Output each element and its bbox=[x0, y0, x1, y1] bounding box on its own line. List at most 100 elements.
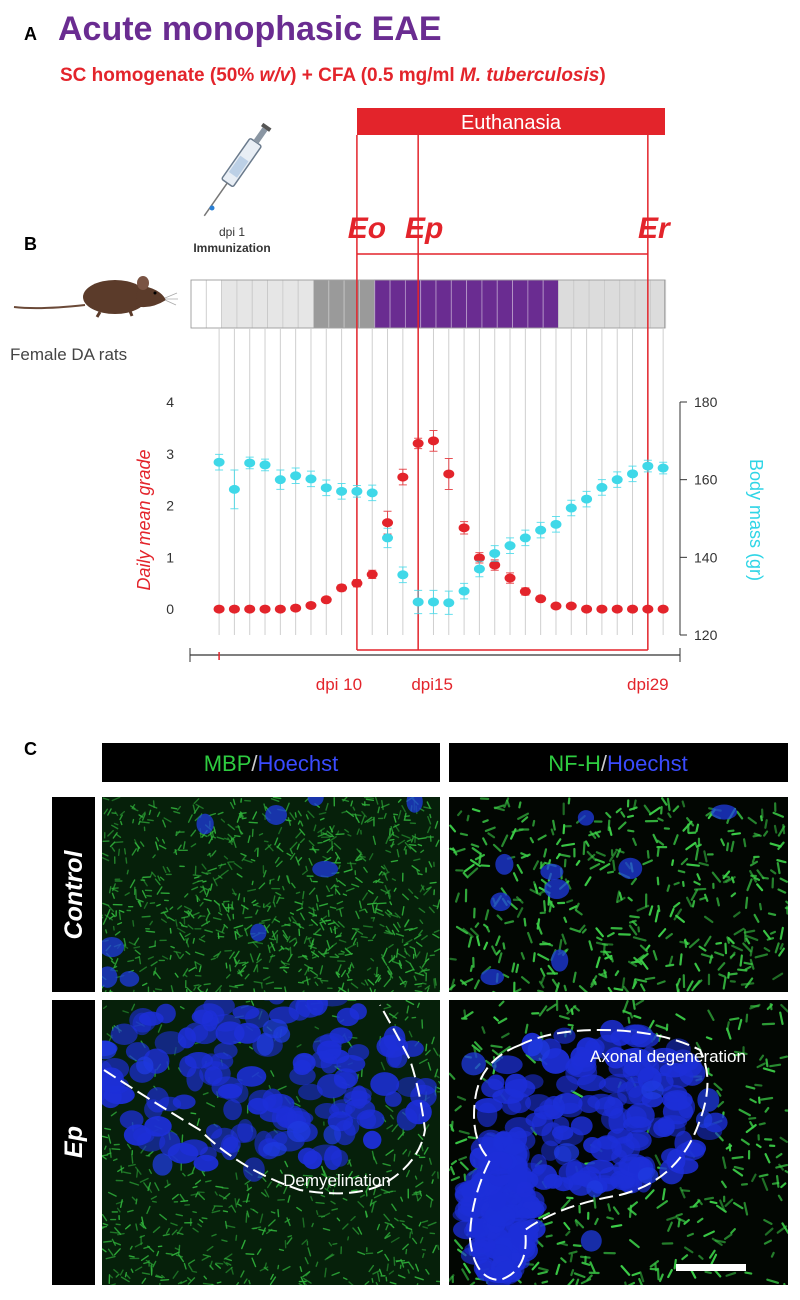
fiber bbox=[116, 1207, 121, 1213]
fiber bbox=[347, 1040, 353, 1048]
y-tick-label: 4 bbox=[166, 394, 174, 410]
fiber bbox=[763, 947, 771, 953]
fiber bbox=[179, 953, 185, 960]
fiber bbox=[158, 844, 167, 850]
nucleus bbox=[376, 1034, 409, 1058]
nucleus bbox=[273, 1026, 291, 1043]
fiber bbox=[733, 1050, 748, 1056]
fiber bbox=[352, 1227, 360, 1235]
fiber bbox=[340, 950, 345, 953]
title: Acute monophasic EAE bbox=[58, 10, 442, 48]
fiber bbox=[296, 907, 304, 912]
stage-label: Ep bbox=[405, 212, 443, 245]
fiber bbox=[386, 909, 393, 915]
fiber bbox=[753, 832, 762, 837]
fiber bbox=[218, 903, 222, 913]
fiber bbox=[291, 916, 297, 923]
fiber bbox=[315, 1261, 319, 1267]
fiber bbox=[234, 984, 244, 987]
fiber bbox=[229, 801, 235, 809]
fiber bbox=[714, 951, 725, 957]
fiber bbox=[423, 1146, 429, 1155]
fiber bbox=[716, 897, 720, 907]
fiber bbox=[744, 965, 752, 971]
fiber bbox=[450, 1176, 460, 1182]
fiber bbox=[417, 985, 422, 988]
fiber bbox=[131, 1196, 137, 1201]
fiber bbox=[251, 880, 254, 886]
fiber bbox=[341, 982, 345, 990]
fiber bbox=[413, 975, 417, 981]
fiber bbox=[303, 1181, 308, 1186]
nucleus bbox=[356, 1109, 385, 1130]
fiber bbox=[270, 1211, 276, 1214]
fiber bbox=[271, 916, 277, 924]
fiber bbox=[209, 1260, 213, 1268]
fiber bbox=[455, 1138, 468, 1145]
fiber bbox=[364, 979, 369, 986]
fiber bbox=[698, 945, 707, 952]
fiber bbox=[413, 858, 421, 862]
fiber bbox=[230, 904, 235, 910]
nucleus bbox=[596, 1135, 619, 1150]
fiber bbox=[776, 862, 781, 875]
fiber bbox=[654, 909, 660, 923]
fiber bbox=[581, 928, 587, 934]
fiber bbox=[374, 974, 381, 984]
fiber bbox=[202, 1092, 209, 1096]
data-point bbox=[427, 436, 439, 446]
fiber bbox=[691, 900, 696, 908]
fiber bbox=[466, 814, 470, 822]
fiber bbox=[431, 1179, 434, 1184]
fiber bbox=[270, 1070, 275, 1077]
fiber bbox=[176, 927, 186, 934]
fiber bbox=[268, 1219, 276, 1227]
fiber bbox=[393, 1256, 396, 1266]
fiber bbox=[422, 1252, 425, 1259]
data-point bbox=[627, 469, 639, 479]
fiber bbox=[683, 1218, 690, 1225]
fiber bbox=[187, 814, 193, 823]
fiber bbox=[492, 843, 502, 853]
fiber bbox=[150, 1195, 157, 1200]
fiber bbox=[171, 1229, 178, 1236]
fiber bbox=[105, 929, 108, 934]
fiber bbox=[141, 982, 148, 987]
fiber bbox=[348, 1159, 352, 1167]
nucleus bbox=[625, 1076, 644, 1098]
fiber bbox=[622, 985, 630, 992]
fiber bbox=[704, 1270, 712, 1275]
fiber bbox=[107, 905, 115, 912]
fiber bbox=[742, 838, 747, 848]
fiber bbox=[463, 1262, 471, 1274]
fiber bbox=[433, 948, 440, 953]
fiber bbox=[364, 908, 368, 914]
fiber bbox=[359, 855, 367, 862]
fiber bbox=[764, 1153, 771, 1164]
nucleus bbox=[657, 1115, 688, 1130]
fiber bbox=[376, 1249, 383, 1254]
fiber bbox=[736, 810, 744, 820]
data-point bbox=[550, 601, 562, 611]
fiber bbox=[217, 932, 220, 940]
fiber bbox=[675, 1213, 683, 1217]
fiber bbox=[672, 805, 680, 813]
fiber bbox=[333, 1182, 337, 1188]
fiber bbox=[318, 903, 329, 907]
fiber bbox=[769, 842, 782, 848]
fiber bbox=[264, 1262, 267, 1268]
fiber bbox=[136, 1169, 139, 1178]
fiber bbox=[155, 837, 160, 842]
fiber bbox=[225, 962, 228, 969]
fiber bbox=[278, 1248, 285, 1252]
fiber bbox=[407, 1261, 415, 1270]
micrograph bbox=[449, 1000, 788, 1285]
fiber bbox=[418, 907, 426, 913]
fiber bbox=[324, 1267, 327, 1278]
euthanasia-bar bbox=[357, 108, 665, 135]
fiber bbox=[648, 806, 661, 816]
fiber bbox=[221, 924, 226, 933]
fiber bbox=[754, 953, 769, 959]
scale-bar bbox=[676, 1264, 746, 1271]
fiber bbox=[656, 846, 660, 857]
